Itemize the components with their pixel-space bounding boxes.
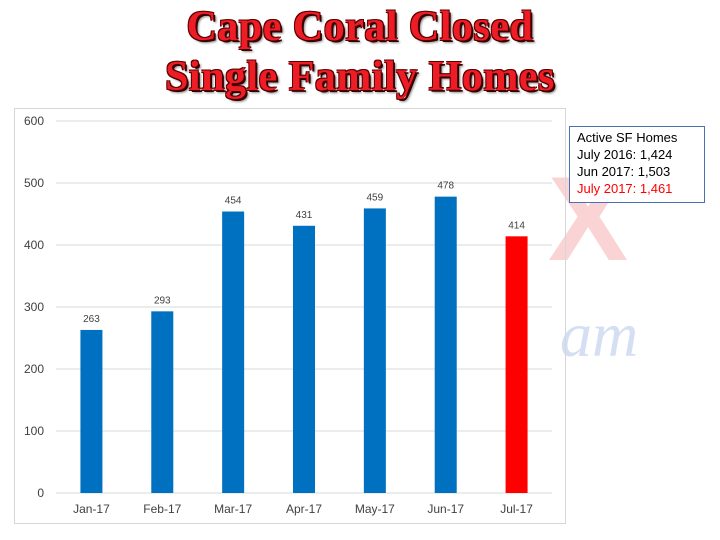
bar-jul-17 bbox=[505, 236, 528, 493]
y-tick-label-100: 100 bbox=[24, 424, 44, 438]
y-tick-label-300: 300 bbox=[24, 300, 44, 314]
bar-jan-17 bbox=[80, 329, 103, 493]
x-tick-label-jan-17: Jan-17 bbox=[73, 502, 110, 516]
info-box-line-jun-2017: Jun 2017: 1,503 bbox=[577, 164, 671, 179]
bar-apr-17 bbox=[293, 225, 315, 493]
data-label-mar-17: 454 bbox=[225, 196, 242, 207]
x-tick-label-feb-17: Feb-17 bbox=[143, 502, 181, 516]
data-label-may-17: 459 bbox=[367, 192, 384, 203]
y-tick-label-400: 400 bbox=[24, 238, 44, 252]
title-line-1: Cape Coral Closed bbox=[186, 4, 534, 50]
y-tick-label-600: 600 bbox=[24, 114, 44, 128]
x-tick-label-may-17: May-17 bbox=[355, 502, 395, 516]
data-label-jul-17: 414 bbox=[508, 220, 525, 231]
bar-feb-17 bbox=[151, 311, 174, 493]
bar-mar-17 bbox=[222, 211, 245, 493]
data-label-jan-17: 263 bbox=[83, 314, 100, 325]
info-box-line-july-2017: July 2017: 1,461 bbox=[577, 181, 673, 196]
data-label-jun-17: 478 bbox=[437, 181, 454, 192]
chart-frame bbox=[14, 108, 566, 524]
chart-title: Cape Coral Closed Single Family Homes bbox=[0, 2, 720, 102]
info-box-heading: Active SF Homes bbox=[577, 130, 678, 145]
bar-may-17 bbox=[363, 208, 386, 494]
watermark-script: am bbox=[560, 299, 639, 370]
x-tick-label-mar-17: Mar-17 bbox=[214, 502, 252, 516]
title-line-2: Single Family Homes bbox=[165, 54, 555, 100]
y-tick-label-0: 0 bbox=[37, 486, 44, 500]
y-tick-label-200: 200 bbox=[24, 362, 44, 376]
active-homes-info-box: Active SF Homes July 2016: 1,424 Jun 201… bbox=[569, 126, 705, 203]
x-tick-label-jun-17: Jun-17 bbox=[427, 502, 464, 516]
info-box-line-july-2016: July 2016: 1,424 bbox=[577, 147, 673, 162]
data-label-feb-17: 293 bbox=[154, 295, 171, 306]
x-tick-label-jul-17: Jul-17 bbox=[500, 502, 533, 516]
data-label-apr-17: 431 bbox=[296, 210, 313, 221]
bar-jun-17 bbox=[434, 196, 457, 493]
y-tick-label-500: 500 bbox=[24, 176, 44, 190]
x-tick-label-apr-17: Apr-17 bbox=[286, 502, 322, 516]
